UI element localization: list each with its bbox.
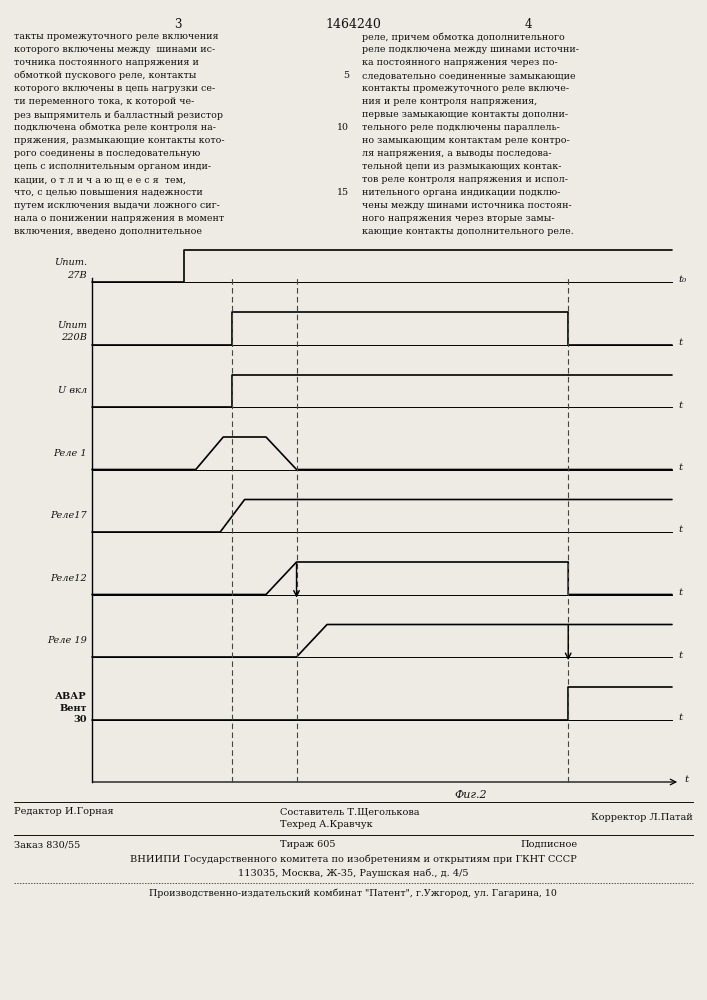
Text: ка постоянного напряжения через по-: ка постоянного напряжения через по- xyxy=(362,58,558,67)
Text: t₀: t₀ xyxy=(678,275,686,284)
Text: Uпит.: Uпит. xyxy=(54,258,87,267)
Text: но замыкающим контактам реле контро-: но замыкающим контактам реле контро- xyxy=(362,136,570,145)
Text: Заказ 830/55: Заказ 830/55 xyxy=(14,840,81,849)
Text: t: t xyxy=(678,400,682,410)
Text: Подписное: Подписное xyxy=(520,840,577,849)
Text: 113035, Москва, Ж-35, Раушская наб., д. 4/5: 113035, Москва, Ж-35, Раушская наб., д. … xyxy=(238,868,468,878)
Text: тельной цепи из размыкающих контак-: тельной цепи из размыкающих контак- xyxy=(362,162,561,171)
Text: Uпит: Uпит xyxy=(57,320,87,330)
Text: ВНИИПИ Государственного комитета по изобретениям и открытиям при ГКНТ СССР: ВНИИПИ Государственного комитета по изоб… xyxy=(129,855,576,864)
Text: Фиг.2: Фиг.2 xyxy=(454,790,487,800)
Text: кающие контакты дополнительного реле.: кающие контакты дополнительного реле. xyxy=(362,227,574,236)
Text: t: t xyxy=(684,776,688,784)
Text: АВАР: АВАР xyxy=(55,692,87,701)
Text: реле подключена между шинами источни-: реле подключена между шинами источни- xyxy=(362,45,579,54)
Text: 30: 30 xyxy=(74,715,87,724)
Text: реле, причем обмотка дополнительного: реле, причем обмотка дополнительного xyxy=(362,32,565,41)
Text: нительного органа индикации подклю-: нительного органа индикации подклю- xyxy=(362,188,561,197)
Text: точника постоянного напряжения и: точника постоянного напряжения и xyxy=(14,58,199,67)
Text: тельного реле подключены параллель-: тельного реле подключены параллель- xyxy=(362,123,560,132)
Text: которого включены между  шинами ис-: которого включены между шинами ис- xyxy=(14,45,215,54)
Text: Корректор Л.Патай: Корректор Л.Патай xyxy=(591,813,693,822)
Text: Редактор И.Горная: Редактор И.Горная xyxy=(14,807,114,816)
Text: кации, о т л и ч а ю щ е е с я  тем,: кации, о т л и ч а ю щ е е с я тем, xyxy=(14,175,186,184)
Text: ля напряжения, а выводы последова-: ля напряжения, а выводы последова- xyxy=(362,149,551,158)
Text: рого соединены в последовательную: рого соединены в последовательную xyxy=(14,149,200,158)
Text: ного напряжения через вторые замы-: ного напряжения через вторые замы- xyxy=(362,214,554,223)
Text: Реле17: Реле17 xyxy=(50,511,87,520)
Text: t: t xyxy=(678,463,682,472)
Text: t: t xyxy=(678,338,682,347)
Text: 1464240: 1464240 xyxy=(325,18,381,31)
Text: обмоткой пускового реле, контакты: обмоткой пускового реле, контакты xyxy=(14,71,197,81)
Text: Реле12: Реле12 xyxy=(50,574,87,583)
Text: t: t xyxy=(678,650,682,660)
Text: которого включены в цепь нагрузки се-: которого включены в цепь нагрузки се- xyxy=(14,84,215,93)
Text: пряжения, размыкающие контакты кото-: пряжения, размыкающие контакты кото- xyxy=(14,136,225,145)
Text: Реле 19: Реле 19 xyxy=(47,636,87,645)
Text: такты промежуточного реле включения: такты промежуточного реле включения xyxy=(14,32,218,41)
Text: Техред А.Кравчук: Техред А.Кравчук xyxy=(280,820,373,829)
Text: Тираж 605: Тираж 605 xyxy=(280,840,336,849)
Text: 27В: 27В xyxy=(67,271,87,280)
Text: подключена обмотка реле контроля на-: подключена обмотка реле контроля на- xyxy=(14,123,216,132)
Text: Вент: Вент xyxy=(59,704,87,713)
Text: Производственно-издательский комбинат "Патент", г.Ужгород, ул. Гагарина, 10: Производственно-издательский комбинат "П… xyxy=(149,888,557,898)
Text: t: t xyxy=(678,526,682,534)
Text: t: t xyxy=(678,713,682,722)
Text: что, с целью повышения надежности: что, с целью повышения надежности xyxy=(14,188,203,197)
Text: t: t xyxy=(678,588,682,597)
Text: путем исключения выдачи ложного сиг-: путем исключения выдачи ложного сиг- xyxy=(14,201,220,210)
Text: чены между шинами источника постоян-: чены между шинами источника постоян- xyxy=(362,201,572,210)
Text: 4: 4 xyxy=(525,18,532,31)
Text: следовательно соединенные замыкающие: следовательно соединенные замыкающие xyxy=(362,71,575,80)
Text: U вкл: U вкл xyxy=(58,386,87,395)
Text: 3: 3 xyxy=(174,18,182,31)
Text: 15: 15 xyxy=(337,188,349,197)
Text: цепь с исполнительным органом инди-: цепь с исполнительным органом инди- xyxy=(14,162,211,171)
Text: ти переменного тока, к которой че-: ти переменного тока, к которой че- xyxy=(14,97,194,106)
Text: тов реле контроля напряжения и испол-: тов реле контроля напряжения и испол- xyxy=(362,175,568,184)
Text: Составитель Т.Щеголькова: Составитель Т.Щеголькова xyxy=(280,807,419,816)
Text: ния и реле контроля напряжения,: ния и реле контроля напряжения, xyxy=(362,97,537,106)
Text: нала о понижении напряжения в момент: нала о понижении напряжения в момент xyxy=(14,214,224,223)
Text: контакты промежуточного реле включе-: контакты промежуточного реле включе- xyxy=(362,84,569,93)
Text: 220В: 220В xyxy=(61,334,87,342)
Text: первые замыкающие контакты дополни-: первые замыкающие контакты дополни- xyxy=(362,110,568,119)
Text: 5: 5 xyxy=(343,71,349,80)
Text: включения, введено дополнительное: включения, введено дополнительное xyxy=(14,227,202,236)
Text: Реле 1: Реле 1 xyxy=(53,449,87,458)
Text: рез выпрямитель и балластный резистор: рез выпрямитель и балластный резистор xyxy=(14,110,223,119)
Text: 10: 10 xyxy=(337,123,349,132)
